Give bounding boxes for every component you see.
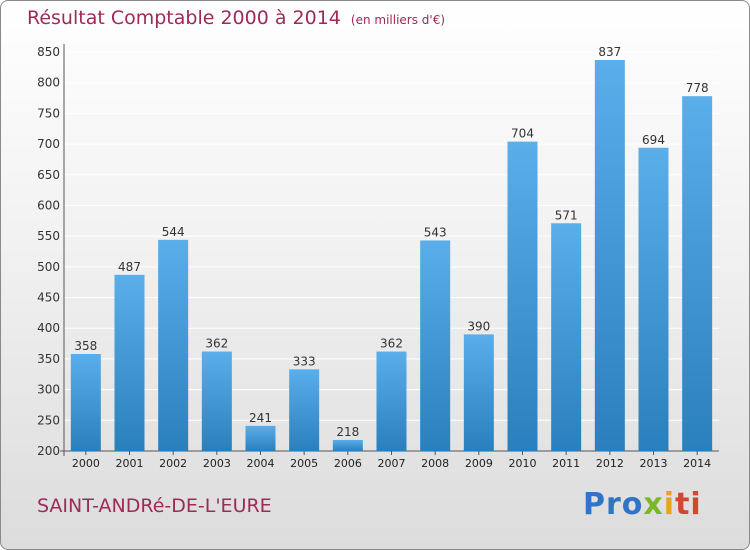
commune-name: SAINT-ANDRé-DE-L'EURE	[37, 495, 272, 517]
x-tick-label: 2009	[465, 457, 493, 470]
bar	[507, 141, 538, 452]
data-label: 571	[555, 208, 578, 222]
x-tick-label: 2008	[421, 457, 449, 470]
bar	[638, 147, 669, 451]
data-label: 778	[686, 81, 709, 95]
data-label: 837	[598, 45, 621, 59]
bar	[201, 351, 232, 451]
data-label: 241	[249, 411, 272, 425]
bar	[682, 96, 713, 451]
y-tick-label: 300	[37, 383, 60, 397]
data-label: 544	[162, 225, 185, 239]
x-tick-label: 2004	[247, 457, 275, 470]
y-tick-label: 800	[37, 76, 60, 90]
x-tick-label: 2014	[683, 457, 711, 470]
y-tick-label: 650	[37, 168, 60, 182]
bar	[463, 334, 494, 451]
x-tick-label: 2012	[596, 457, 624, 470]
x-tick-label: 2005	[290, 457, 318, 470]
bar	[158, 239, 189, 451]
y-tick-label: 600	[37, 198, 60, 212]
data-label: 218	[336, 425, 359, 439]
data-label: 487	[118, 260, 141, 274]
bar	[420, 240, 451, 451]
data-label: 694	[642, 133, 665, 147]
x-tick-label: 2003	[203, 457, 231, 470]
y-tick-label: 200	[37, 444, 60, 458]
data-label: 704	[511, 127, 534, 141]
bar	[114, 274, 145, 451]
x-tick-label: 2001	[116, 457, 144, 470]
y-tick-label: 350	[37, 352, 60, 366]
y-tick-label: 700	[37, 137, 60, 151]
data-label: 333	[293, 354, 316, 368]
y-tick-label: 400	[37, 321, 60, 335]
y-tick-label: 450	[37, 291, 60, 305]
data-label: 362	[205, 337, 228, 351]
bar	[332, 439, 363, 451]
x-tick-label: 2007	[378, 457, 406, 470]
x-tick-label: 2010	[509, 457, 537, 470]
bar	[551, 223, 582, 451]
x-tick-label: 2011	[552, 457, 580, 470]
y-tick-label: 550	[37, 229, 60, 243]
bar	[70, 354, 101, 451]
data-label: 358	[74, 339, 97, 353]
y-tick-label: 250	[37, 413, 60, 427]
bar	[289, 369, 320, 451]
data-label: 390	[467, 319, 490, 333]
bar	[594, 59, 625, 451]
chart-subtitle: (en milliers d'€)	[350, 13, 446, 27]
x-tick-label: 2002	[159, 457, 187, 470]
x-tick-label: 2006	[334, 457, 362, 470]
y-tick-label: 850	[37, 45, 60, 59]
proxiti-logo: Proxiti	[583, 487, 702, 522]
chart-title-main: Résultat Comptable 2000 à 2014	[27, 7, 341, 29]
data-label: 543	[424, 225, 447, 239]
y-tick-label: 500	[37, 260, 60, 274]
data-label: 362	[380, 337, 403, 351]
chart-title: Résultat Comptable 2000 à 2014 (en millie…	[27, 7, 445, 29]
bar	[245, 425, 276, 451]
x-tick-label: 2013	[640, 457, 668, 470]
bar	[376, 351, 407, 451]
x-tick-label: 2000	[72, 457, 100, 470]
y-tick-label: 750	[37, 106, 60, 120]
